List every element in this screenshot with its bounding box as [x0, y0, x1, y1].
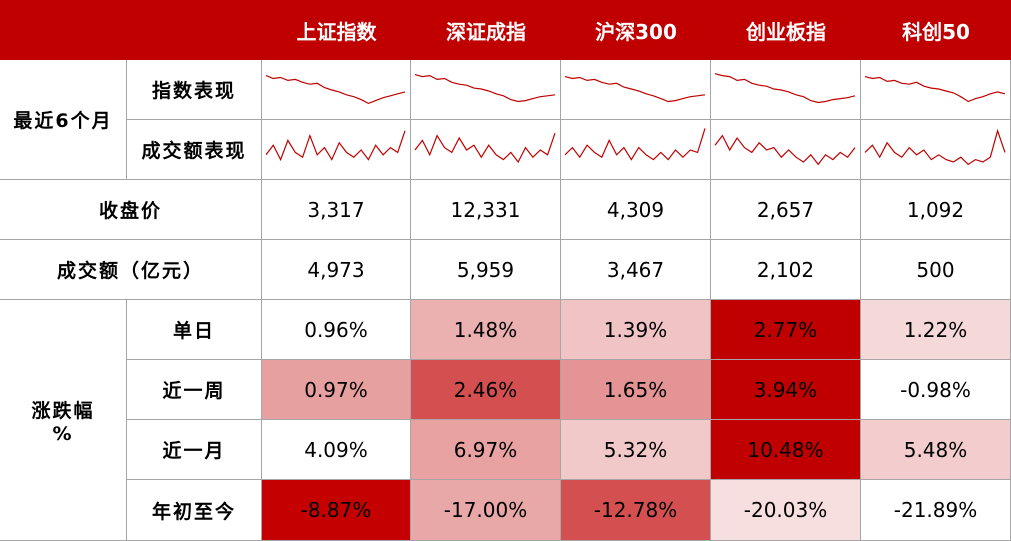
sparkline — [564, 128, 706, 161]
sparkline — [714, 73, 856, 104]
group-label: 最近6个月 — [0, 60, 127, 180]
sparkline — [265, 75, 406, 105]
close-value: 2,657 — [711, 180, 861, 240]
sparkline — [414, 74, 556, 103]
turnover-value: 3,467 — [561, 240, 711, 300]
change-value: 1.48% — [411, 300, 561, 360]
sparkline-path — [714, 134, 856, 166]
header-corner — [0, 0, 262, 60]
change-value: 5.32% — [561, 420, 711, 480]
turnover-value: 500 — [861, 240, 1011, 300]
sparkline-path — [414, 74, 556, 103]
change-value: 0.97% — [262, 360, 411, 420]
change-value: -8.87% — [262, 480, 411, 541]
change-value: 1.39% — [561, 300, 711, 360]
sparkline-path — [265, 130, 406, 162]
turnover-value: 4,973 — [262, 240, 411, 300]
sparkline-path — [564, 128, 706, 161]
change-value: 4.09% — [262, 420, 411, 480]
sparkline-cell — [861, 60, 1011, 120]
sparkline-cell — [262, 60, 411, 120]
change-value: -17.00% — [411, 480, 561, 541]
column-header: 沪深300 — [561, 0, 711, 60]
row-label: 成交额（亿元） — [0, 240, 262, 300]
change-value: -21.89% — [861, 480, 1011, 541]
column-header: 科创50 — [861, 0, 1011, 60]
row-label: 近一周 — [127, 360, 262, 420]
row-label: 单日 — [127, 300, 262, 360]
change-value: 0.96% — [262, 300, 411, 360]
sparkline-cell — [561, 120, 711, 180]
sparkline-path — [864, 128, 1006, 166]
change-value: 3.94% — [711, 360, 861, 420]
column-header: 深证成指 — [411, 0, 561, 60]
sparkline — [265, 130, 406, 162]
sparkline — [414, 133, 556, 164]
group-label-line: 涨跌幅 — [31, 399, 95, 422]
change-value: 2.46% — [411, 360, 561, 420]
sparkline-cell — [262, 120, 411, 180]
change-value: -12.78% — [561, 480, 711, 541]
sparkline-path — [564, 76, 706, 103]
turnover-value: 5,959 — [411, 240, 561, 300]
sparkline-path — [265, 75, 406, 105]
change-value: 6.97% — [411, 420, 561, 480]
change-value: 1.65% — [561, 360, 711, 420]
sparkline — [714, 134, 856, 166]
column-header: 创业板指 — [711, 0, 861, 60]
group-label: 涨跌幅% — [0, 300, 127, 541]
sparkline-cell — [561, 60, 711, 120]
turnover-value: 2,102 — [711, 240, 861, 300]
close-value: 12,331 — [411, 180, 561, 240]
sparkline-path — [714, 73, 856, 104]
row-label: 年初至今 — [127, 480, 262, 541]
row-label: 指数表现 — [127, 60, 262, 120]
change-value: -0.98% — [861, 360, 1011, 420]
sparkline-path — [414, 133, 556, 164]
sparkline-cell — [711, 120, 861, 180]
row-label: 收盘价 — [0, 180, 262, 240]
row-label: 近一月 — [127, 420, 262, 480]
row-label: 成交额表现 — [127, 120, 262, 180]
close-value: 4,309 — [561, 180, 711, 240]
column-header: 上证指数 — [262, 0, 411, 60]
change-value: 2.77% — [711, 300, 861, 360]
change-value: -20.03% — [711, 480, 861, 541]
sparkline — [864, 128, 1006, 166]
change-value: 1.22% — [861, 300, 1011, 360]
sparkline — [864, 76, 1006, 103]
close-value: 1,092 — [861, 180, 1011, 240]
sparkline-cell — [411, 60, 561, 120]
sparkline-cell — [861, 120, 1011, 180]
change-value: 5.48% — [861, 420, 1011, 480]
change-value: 10.48% — [711, 420, 861, 480]
sparkline — [564, 76, 706, 103]
sparkline-cell — [711, 60, 861, 120]
close-value: 3,317 — [262, 180, 411, 240]
sparkline-path — [864, 76, 1006, 103]
group-label-line: % — [52, 422, 74, 445]
sparkline-cell — [411, 120, 561, 180]
